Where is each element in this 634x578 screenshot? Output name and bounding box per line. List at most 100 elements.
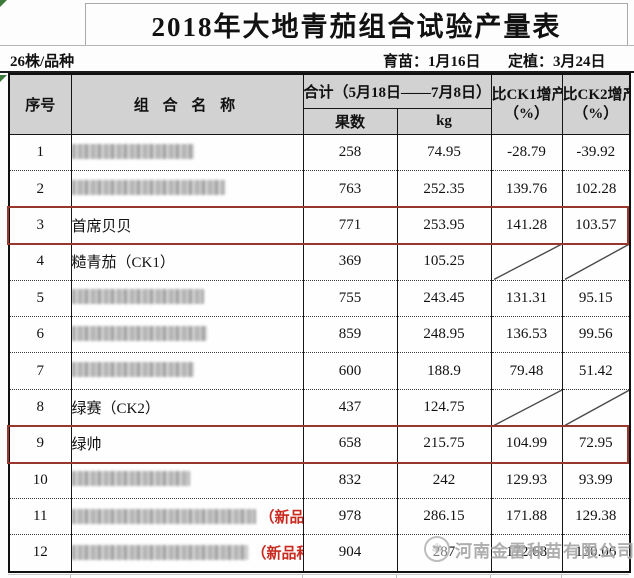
obscured-name	[72, 362, 194, 378]
kg-cell: 242	[396, 462, 492, 499]
combination-name: 绿帅	[71, 437, 102, 454]
row-index: 11	[8, 498, 72, 536]
combination-name: 首席贝贝	[71, 218, 132, 235]
row-index: 10	[8, 462, 72, 499]
header-row-1: 序号 组 合 名 称 合计（5月18日——7月8日） 比CK1增产 （%） 比C…	[8, 73, 631, 135]
fruit-count-cell: 904	[302, 534, 398, 573]
row-index: 2	[8, 170, 72, 208]
next-row-border-stub	[561, 575, 562, 578]
row-index: 6	[8, 316, 72, 354]
kg-cell: 74.95	[396, 134, 492, 172]
vs-ck1-cell: 79.48	[490, 352, 563, 390]
combination-name-cell: 绿赛（CK2）	[70, 389, 304, 427]
vs-ck1-cell: -28.79	[490, 134, 563, 172]
vs-ck2-cell: 129.38	[561, 498, 631, 536]
title-box: 2018年大地青茄组合试验产量表	[85, 3, 628, 46]
table-row: 7 600 188.9 79.48 51.42	[8, 352, 631, 390]
new-variety-label: （新品种）	[259, 510, 303, 527]
kg-cell: 252.35	[396, 170, 492, 208]
vs-ck1-cell	[490, 389, 563, 427]
row-index: 3	[8, 207, 72, 245]
row-index: 1	[8, 134, 72, 172]
vs-ck2-cell: 93.99	[561, 462, 631, 499]
kg-cell: 248.95	[396, 316, 492, 354]
vs-ck2-cell: 103.57	[561, 207, 631, 245]
table-row: 1 258 74.95 -28.79 -39.92	[8, 134, 631, 172]
vs-ck1-cell: 141.28	[490, 207, 563, 245]
table-row: 2 763 252.35 139.76 102.28	[8, 170, 631, 208]
table-row: 4 糙青茄（CK1） 369 105.25	[8, 243, 631, 281]
vs-ck2-cell	[561, 243, 631, 281]
flower-seal-icon: ✾	[424, 536, 450, 562]
kg-cell: 253.95	[396, 207, 492, 245]
obscured-name	[72, 143, 194, 159]
combination-name-cell: 糙青茄（CK1）	[70, 243, 304, 281]
next-row-border-stub	[302, 575, 303, 578]
table-row: 9 绿帅 658 215.75 104.99 72.95	[8, 425, 631, 463]
header-kg: kg	[396, 108, 492, 135]
table-row: 3 首席贝贝 771 253.95 141.28 103.57	[8, 207, 631, 245]
obscured-name	[72, 545, 248, 561]
fruit-count-cell: 658	[302, 425, 398, 463]
row-index: 4	[8, 243, 72, 281]
watermark-company: 河南金雷种苗有限公司	[455, 541, 634, 561]
combination-name-cell	[70, 316, 304, 354]
vs-ck2-cell: -39.92	[561, 134, 631, 172]
header-vs-ck1: 比CK1增产 （%）	[490, 73, 563, 135]
vs-ck1-cell: 172.68	[490, 534, 563, 573]
info-row: 26株/品种 育苗：1月16日 定植：3月24日	[0, 45, 634, 73]
fruit-count-cell: 832	[302, 462, 398, 499]
obscured-name	[72, 180, 225, 196]
header-vs-ck1-line2: （%）	[504, 105, 550, 122]
diagonal-slash-icon	[563, 390, 630, 425]
row-index: 7	[8, 352, 72, 390]
next-row-border-stub	[396, 575, 397, 578]
vs-ck1-cell	[490, 243, 563, 281]
combination-name-cell	[70, 352, 304, 390]
combination-name-cell	[70, 280, 304, 317]
row-index: 8	[8, 389, 72, 427]
vs-ck2-cell: 51.42	[561, 352, 631, 390]
fruit-count-cell: 859	[302, 316, 398, 354]
obscured-name	[72, 289, 204, 305]
next-row-top-edge	[8, 574, 629, 575]
fruit-count-cell: 369	[302, 243, 398, 281]
kg-cell: 286.15	[396, 498, 492, 536]
fruit-count-cell: 437	[302, 389, 398, 427]
header-vs-ck2: 比CK2增产 （%）	[561, 73, 631, 135]
header-vs-ck2-line2: （%）	[573, 105, 619, 122]
fruit-count-cell: 763	[302, 170, 398, 208]
combination-name-cell: （新品种）	[70, 498, 304, 536]
excel-corner-triangle-icon	[0, 0, 7, 7]
fruit-count-cell: 978	[302, 498, 398, 536]
vs-ck1-cell: 171.88	[490, 498, 563, 536]
table-row: 8 绿赛（CK2） 437 124.75	[8, 389, 631, 427]
combination-name-cell	[70, 134, 304, 172]
header-row-2: 果数 kg	[9, 108, 630, 135]
next-row-border-stub	[70, 575, 71, 578]
vs-ck1-cell: 139.76	[490, 170, 563, 208]
obscured-name	[72, 509, 256, 525]
header-vs-ck1-line1: 比CK1增产	[491, 86, 563, 103]
table-row: 10 832 242 129.93 93.99	[8, 462, 631, 499]
combination-name-cell: 绿帅	[70, 425, 304, 463]
table-row: 6 859 248.95 136.53 99.56	[8, 316, 631, 354]
kg-cell: 243.45	[396, 280, 492, 317]
vs-ck1-cell: 131.31	[490, 280, 563, 317]
vs-ck1-cell: 136.53	[490, 316, 563, 354]
diagonal-slash-icon	[492, 390, 562, 425]
vs-ck2-cell: 95.15	[561, 280, 631, 317]
seedling-date-label: 育苗：1月16日	[383, 54, 481, 70]
obscured-name	[72, 471, 190, 487]
watermark: ✾ 河南金雷种苗有限公司	[424, 536, 634, 562]
combination-name-cell: （新品种）	[70, 534, 304, 573]
combination-name-cell: 首席贝贝	[70, 207, 304, 245]
vs-ck2-cell: 99.56	[561, 316, 631, 354]
fruit-count-cell: 258	[302, 134, 398, 172]
excel-corner-triangle-icon	[0, 75, 7, 82]
plants-per-variety-label: 26株/品种	[10, 54, 75, 70]
kg-cell: 124.75	[396, 389, 492, 427]
